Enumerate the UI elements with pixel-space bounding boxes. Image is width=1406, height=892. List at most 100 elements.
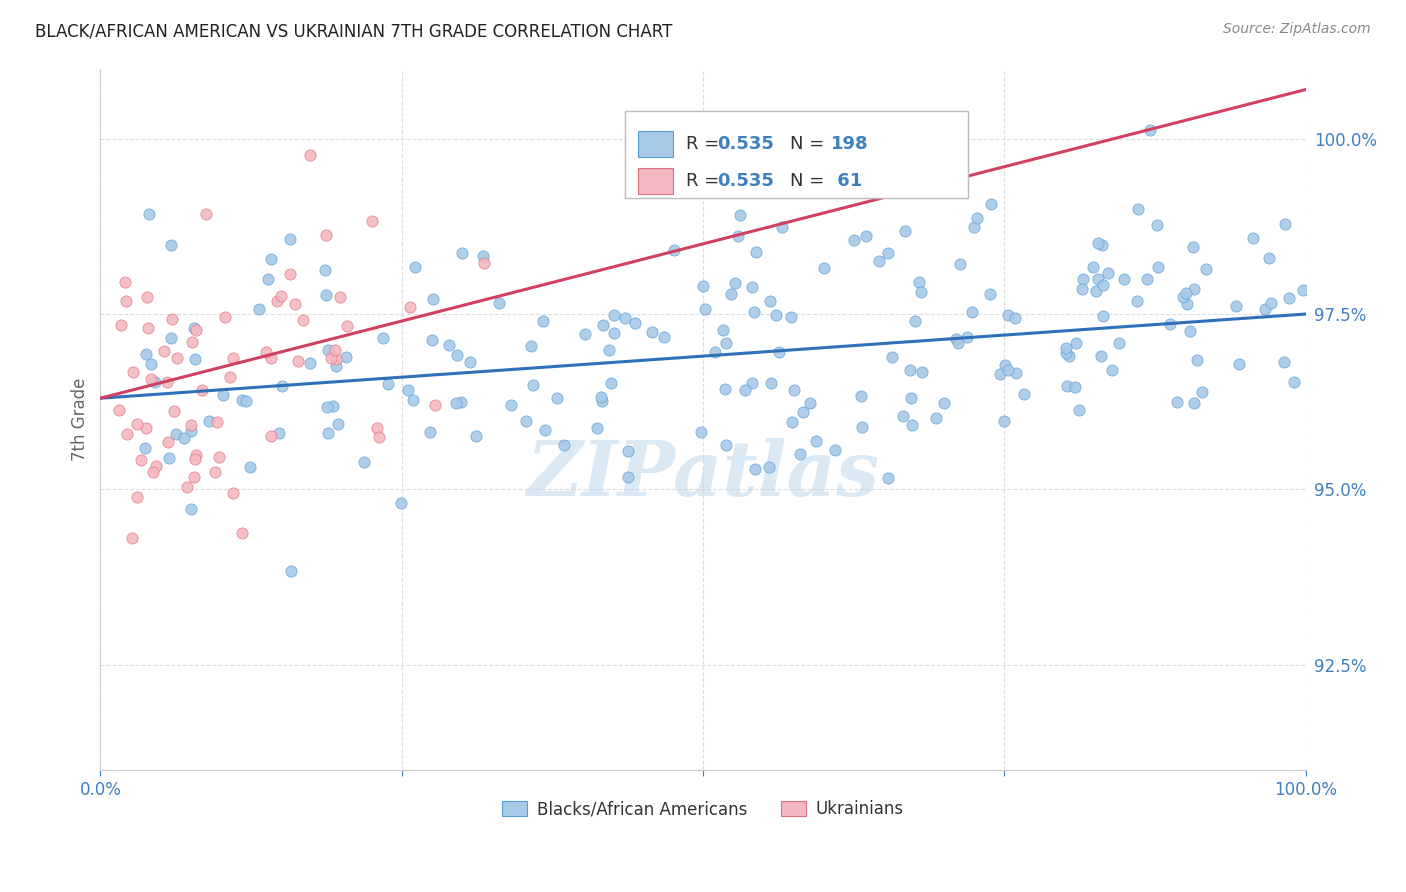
Point <box>910 285 932 300</box>
Point <box>904 314 927 328</box>
Point <box>1175 297 1198 311</box>
Point <box>1174 286 1197 301</box>
Point <box>963 220 986 235</box>
Point <box>1071 271 1094 285</box>
Point <box>1274 217 1296 231</box>
Point <box>799 396 821 410</box>
Point <box>900 391 922 405</box>
Point <box>184 351 207 366</box>
Point <box>183 469 205 483</box>
Point <box>444 396 467 410</box>
Point <box>574 326 596 341</box>
Point <box>135 346 157 360</box>
Point <box>165 427 187 442</box>
Point <box>531 314 554 328</box>
Point <box>208 450 231 464</box>
Point <box>603 326 626 340</box>
Point <box>765 308 787 322</box>
Point <box>1057 349 1080 363</box>
Point <box>138 207 160 221</box>
Point <box>1147 260 1170 274</box>
Point <box>183 320 205 334</box>
Point <box>1087 272 1109 286</box>
Point <box>221 351 243 365</box>
Y-axis label: 7th Grade: 7th Grade <box>72 377 89 461</box>
Point <box>316 425 339 440</box>
Point <box>160 237 183 252</box>
Point <box>720 286 742 301</box>
Point <box>980 197 1002 211</box>
Point <box>714 438 737 452</box>
Point <box>446 349 468 363</box>
Point <box>231 525 253 540</box>
Point <box>664 243 686 257</box>
Point <box>900 418 922 433</box>
Point <box>366 421 388 435</box>
Point <box>267 426 290 441</box>
Point <box>115 293 138 308</box>
Point <box>1091 238 1114 252</box>
Point <box>114 276 136 290</box>
Point <box>260 252 283 266</box>
Point <box>1258 251 1281 265</box>
Point <box>994 358 1017 372</box>
Point <box>472 249 495 263</box>
Point <box>166 351 188 365</box>
Point <box>734 383 756 397</box>
Point <box>328 290 350 304</box>
Point <box>157 434 180 449</box>
Point <box>851 420 873 434</box>
Point <box>163 404 186 418</box>
Point <box>1108 335 1130 350</box>
Point <box>235 394 257 409</box>
Point <box>184 448 207 462</box>
Point <box>522 378 544 392</box>
Point <box>214 310 236 324</box>
Point <box>851 389 873 403</box>
Point <box>1004 311 1026 326</box>
Point <box>127 490 149 504</box>
Point <box>389 496 412 510</box>
Point <box>322 399 344 413</box>
Point <box>1159 318 1181 332</box>
Point <box>1282 376 1305 390</box>
Point <box>472 256 495 270</box>
Point <box>741 280 763 294</box>
Point <box>204 466 226 480</box>
Point <box>121 365 143 379</box>
Point <box>690 425 713 439</box>
Point <box>153 344 176 359</box>
FancyBboxPatch shape <box>624 111 969 198</box>
Point <box>458 355 481 369</box>
Point <box>314 263 336 277</box>
Point <box>186 323 208 337</box>
Point <box>891 409 914 423</box>
Point <box>956 330 979 344</box>
Point <box>205 415 228 429</box>
Point <box>278 267 301 281</box>
Point <box>315 288 337 302</box>
Point <box>377 377 399 392</box>
Point <box>1136 272 1159 286</box>
Point <box>880 350 903 364</box>
Point <box>616 444 638 458</box>
Text: Source: ZipAtlas.com: Source: ZipAtlas.com <box>1223 22 1371 37</box>
Point <box>877 471 900 485</box>
Point <box>741 376 763 391</box>
Point <box>713 382 735 396</box>
Point <box>770 219 793 234</box>
Point <box>1139 123 1161 137</box>
Point <box>1194 261 1216 276</box>
Point <box>692 279 714 293</box>
Point <box>326 417 349 432</box>
Point <box>1101 362 1123 376</box>
Point <box>1114 272 1136 286</box>
Point <box>997 308 1019 322</box>
Point <box>844 233 866 247</box>
Text: N =: N = <box>790 172 830 190</box>
Point <box>254 344 277 359</box>
Point <box>464 429 486 443</box>
Point <box>180 418 202 433</box>
Point <box>894 224 917 238</box>
Point <box>136 320 159 334</box>
